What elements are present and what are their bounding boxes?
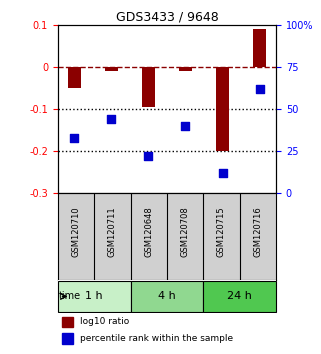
Text: GSM120708: GSM120708	[181, 206, 190, 257]
Title: GDS3433 / 9648: GDS3433 / 9648	[116, 11, 218, 24]
Text: log10 ratio: log10 ratio	[80, 317, 129, 326]
Bar	[179, 67, 192, 71]
FancyBboxPatch shape	[203, 281, 276, 312]
Point	[146, 153, 151, 159]
Bar	[62, 316, 73, 327]
Point	[257, 86, 262, 92]
Text: GSM120710: GSM120710	[72, 206, 81, 257]
Point	[109, 116, 114, 122]
Text: 4 h: 4 h	[158, 291, 176, 302]
Text: GSM120711: GSM120711	[108, 206, 117, 257]
Text: GSM120648: GSM120648	[144, 206, 153, 257]
FancyBboxPatch shape	[131, 281, 203, 312]
Text: GSM120716: GSM120716	[253, 206, 262, 257]
Bar	[68, 67, 81, 88]
Text: 24 h: 24 h	[227, 291, 252, 302]
Point	[72, 135, 77, 140]
Bar	[62, 333, 73, 343]
Point	[220, 170, 225, 176]
Bar	[253, 29, 266, 67]
FancyBboxPatch shape	[58, 281, 131, 312]
Text: time: time	[58, 291, 81, 302]
Bar	[105, 67, 118, 71]
Bar	[216, 67, 229, 151]
Text: GSM120715: GSM120715	[217, 206, 226, 257]
Point	[183, 123, 188, 129]
Text: percentile rank within the sample: percentile rank within the sample	[80, 334, 233, 343]
Text: 1 h: 1 h	[85, 291, 103, 302]
Bar	[142, 67, 155, 107]
